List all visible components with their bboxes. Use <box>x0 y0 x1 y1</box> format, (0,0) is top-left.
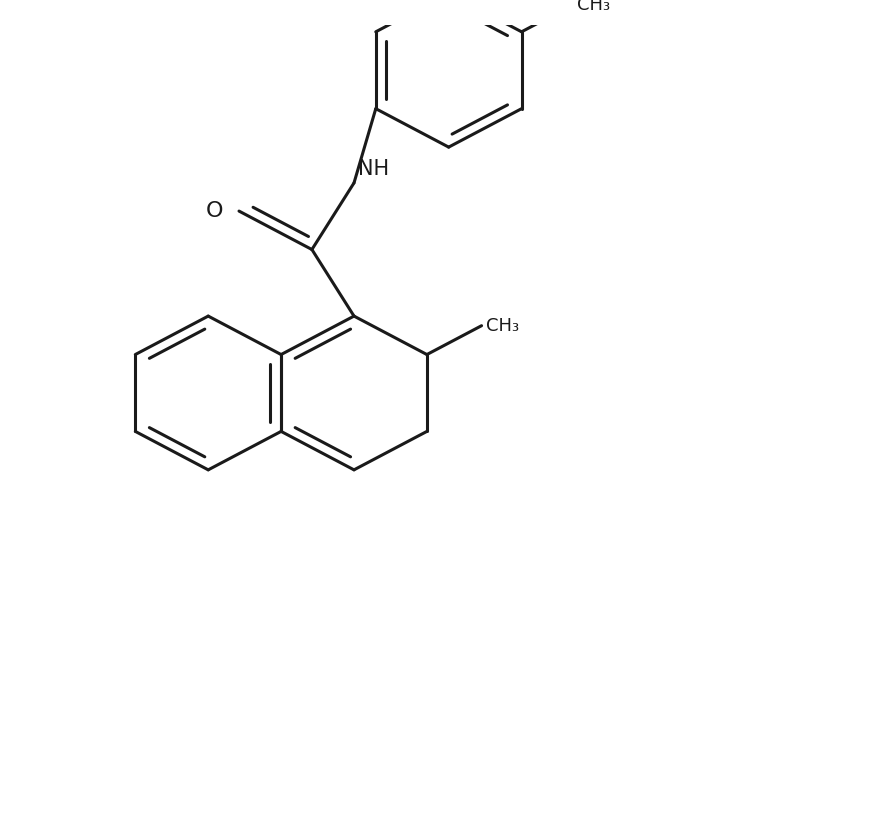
Text: CH₃: CH₃ <box>486 317 519 334</box>
Text: CH₃: CH₃ <box>577 0 610 14</box>
Text: NH: NH <box>359 159 390 178</box>
Text: O: O <box>206 201 223 221</box>
